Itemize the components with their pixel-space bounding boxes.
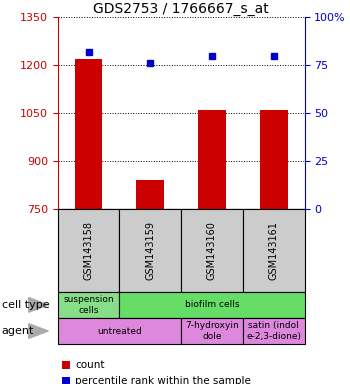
- Text: satin (indol
e-2,3-dione): satin (indol e-2,3-dione): [246, 321, 301, 341]
- Bar: [243, 209, 304, 292]
- Text: GSM143158: GSM143158: [84, 221, 93, 280]
- Text: count: count: [75, 360, 105, 370]
- Bar: [62, 361, 70, 369]
- Text: untreated: untreated: [97, 326, 142, 336]
- Bar: [58, 209, 119, 292]
- Bar: [198, 110, 226, 209]
- Text: suspension
cells: suspension cells: [63, 295, 114, 314]
- Bar: [260, 110, 288, 209]
- Text: biofilm cells: biofilm cells: [185, 300, 239, 310]
- Bar: [243, 318, 304, 344]
- Text: cell type: cell type: [2, 300, 49, 310]
- Text: GSM143160: GSM143160: [207, 221, 217, 280]
- Bar: [181, 209, 243, 292]
- Bar: [75, 59, 103, 209]
- Bar: [62, 376, 70, 384]
- Title: GDS2753 / 1766667_s_at: GDS2753 / 1766667_s_at: [93, 2, 269, 16]
- Bar: [58, 318, 181, 344]
- Polygon shape: [29, 324, 48, 338]
- Bar: [58, 292, 119, 318]
- Text: percentile rank within the sample: percentile rank within the sample: [75, 376, 251, 384]
- Bar: [119, 292, 304, 318]
- Bar: [181, 318, 243, 344]
- Text: GSM143161: GSM143161: [269, 221, 279, 280]
- Bar: [119, 209, 181, 292]
- Polygon shape: [29, 298, 48, 312]
- Text: agent: agent: [2, 326, 34, 336]
- Bar: [136, 180, 164, 209]
- Text: 7-hydroxyin
dole: 7-hydroxyin dole: [185, 321, 239, 341]
- Text: GSM143159: GSM143159: [145, 221, 155, 280]
